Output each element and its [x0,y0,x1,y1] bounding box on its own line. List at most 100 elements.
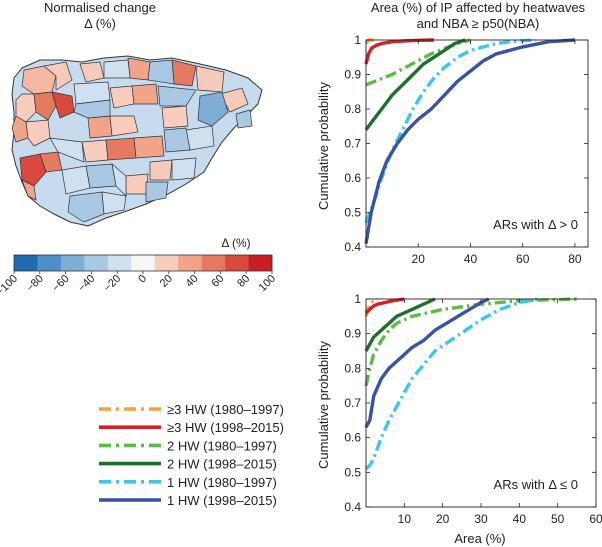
y-tick-label: 0.5 [344,465,361,479]
colorbar-segment [60,255,85,271]
y-tick-label: 0.7 [344,137,361,151]
colorbar-segment [107,255,132,271]
map-region [51,91,75,119]
series-line: 2 HW (1998–2015) [364,297,436,352]
colorbar-segment [14,255,38,271]
x-tick-label: 10 [398,512,412,526]
map-region [11,115,29,143]
y-tick-label: 0.8 [344,102,361,116]
legend: ≥3 HW (1980–1997) ≥3 HW (1998–2015) 2 HW (… [99,402,284,508]
map-region [147,59,175,85]
map-region [145,181,169,203]
y-tick-label: 0.4 [344,240,361,254]
colorbar-tick-label: 20 [158,273,175,290]
map-region [109,115,139,137]
map-region [197,91,229,127]
map-region [109,85,135,109]
y-tick-label: 0.8 [344,361,361,375]
map-region [157,85,197,107]
x-tick-label: 30 [474,512,488,526]
series-line: 1 HW (1998–2015) [364,297,490,429]
map-region [161,105,189,129]
y-tick-label: 1 [354,33,361,47]
map-region [131,83,159,105]
map-region [133,135,165,159]
colorbar-tick-label: 40 [184,273,201,290]
map-region [149,159,173,181]
x-tick-label: 50 [551,512,565,526]
map-subtitle: Δ (%) [84,16,116,31]
colorbar-segment [37,255,62,271]
colorbar-segment [201,255,226,271]
legend-label: ≥3 HW (1998–2015) [167,420,284,435]
map-region [73,99,111,119]
y-tick-label: 0.7 [344,396,361,410]
map-region [127,57,151,81]
map-panel: Normalised change Δ (%) [0,0,278,299]
colorbar-segment [154,255,179,271]
series-line: 1 HW (1980–1997) [364,297,539,471]
chart-bottom: Cumulative probability Area (%) ARs with… [316,292,602,546]
map-title: Normalised change [44,0,156,15]
colorbar-segment [248,255,273,271]
map-region [235,109,253,129]
map-region [33,91,57,121]
map-region [87,115,113,139]
x-tick-label: 60 [516,252,530,266]
legend-label: 1 HW (1980–1997) [167,475,277,490]
map-region [171,157,197,181]
x-tick-label: 20 [412,252,426,266]
y-axis-label: Cumulative probability [316,341,331,469]
colorbar-tick-label: 0 [136,273,149,286]
colorbar-tick-label: −40 [76,273,98,295]
chart-annotation: ARs with Δ > 0 [493,217,578,232]
y-tick-label: 0.6 [344,171,361,185]
map-region [43,61,73,91]
y-tick-label: 0.4 [344,500,361,514]
colorbar-tick-label: −20 [102,273,124,295]
colorbar-tick-label: 100 [257,273,278,294]
series-line: 2 HW (1980–1997) [364,297,577,387]
y-tick-label: 0.6 [344,431,361,445]
colorbar-tick-label: −100 [0,273,20,299]
series-line: 1 HW (1980–1997) [364,38,536,224]
x-tick-label: 40 [464,252,478,266]
colorbar-tick-label: 80 [235,273,252,290]
y-tick-label: 0.9 [344,68,361,82]
x-tick-label: 40 [513,512,527,526]
chart-title-line1: Area (%) of IP affected by heatwaves [371,0,586,15]
x-tick-label: 80 [568,252,582,266]
map-region [101,191,127,215]
colorbar-segment [84,255,109,271]
legend-label: 1 HW (1998–2015) [167,493,277,508]
colorbar-label: Δ (%) [221,236,250,250]
legend-label: 2 HW (1998–2015) [167,457,277,472]
chart-title-line2: and NBA ≥ p50(NBA) [417,16,540,31]
x-tick-label: 20 [436,512,450,526]
map-region [185,125,215,151]
legend-label: ≥3 HW (1980–1997) [167,402,284,417]
map-region [67,191,105,223]
map-region [105,137,137,161]
map-region [125,173,149,195]
y-tick-label: 0.9 [344,327,361,341]
colorbar-tick-label: 60 [209,273,226,290]
legend-label: 2 HW (1980–1997) [167,438,277,453]
series-line: ≥3 HW (1980–1997) [364,38,374,45]
y-tick-label: 1 [354,292,361,306]
map-region [21,179,37,201]
x-tick-label: 60 [589,512,602,526]
colorbar-segment [225,255,249,271]
colorbar-tick-label: −60 [50,273,72,295]
series-line: ≥3 HW (1998–2015) [364,297,405,315]
colorbar-tick-label: −80 [24,273,46,295]
colorbar-segment [131,255,156,271]
map-region [85,163,117,189]
chart-annotation: ARs with Δ ≤ 0 [494,477,578,492]
colorbar: −100 −80 −60 −40 −20 0 20 40 60 80 100 [0,254,278,299]
map-region [163,127,191,153]
series-line: 2 HW (1980–1997) [365,38,471,87]
y-axis-label: Cumulative probability [316,82,331,210]
map-region [49,137,85,163]
